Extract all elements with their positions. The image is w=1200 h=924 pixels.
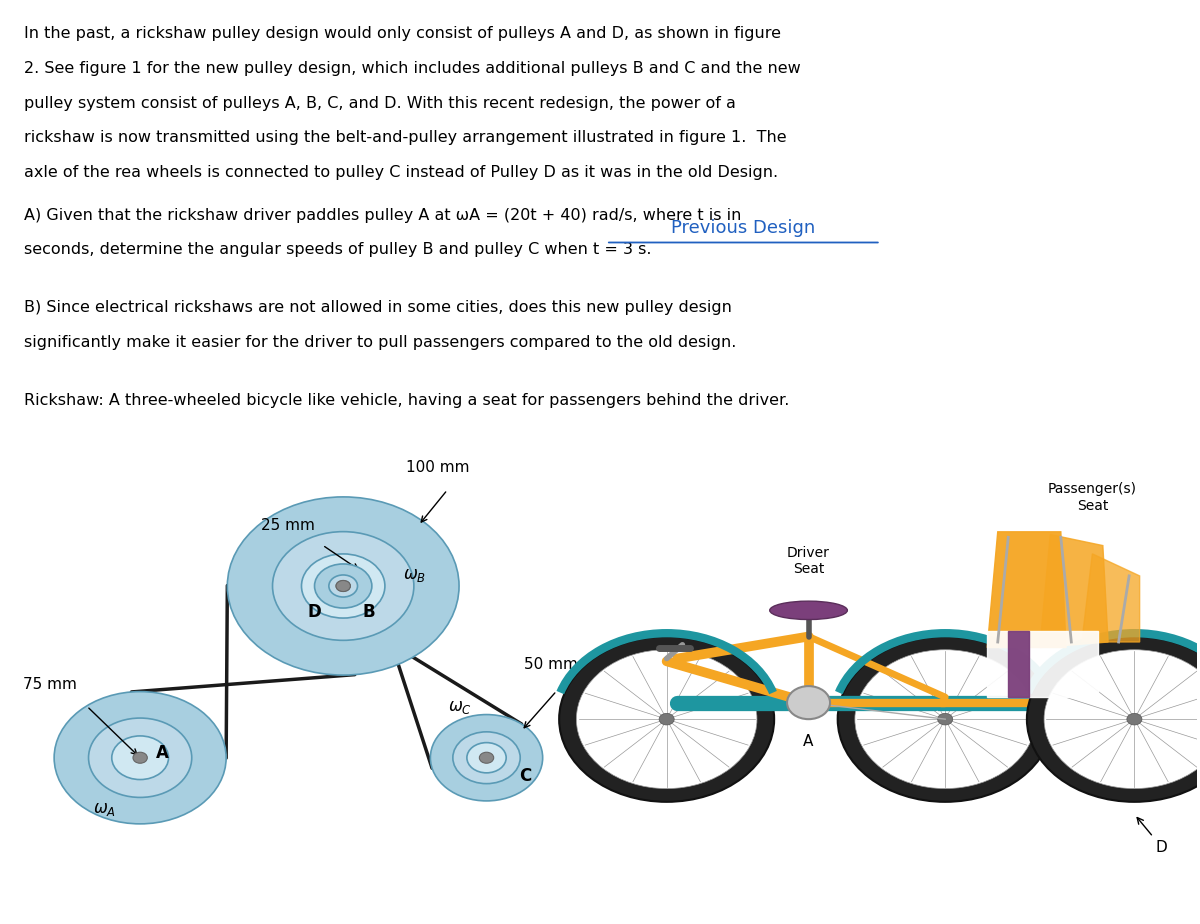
Polygon shape — [1008, 631, 1030, 697]
Text: A: A — [803, 734, 814, 748]
Circle shape — [854, 650, 1036, 788]
Circle shape — [1027, 637, 1200, 802]
Text: Driver
Seat: Driver Seat — [787, 546, 830, 576]
Text: D: D — [308, 602, 322, 621]
Circle shape — [112, 736, 168, 780]
Text: In the past, a rickshaw pulley design would only consist of pulleys A and D, as : In the past, a rickshaw pulley design wo… — [24, 26, 781, 41]
Text: seconds, determine the angular speeds of pulley B and pulley C when t = 3 s.: seconds, determine the angular speeds of… — [24, 242, 652, 258]
Circle shape — [659, 713, 674, 725]
Circle shape — [838, 637, 1052, 802]
Text: B: B — [362, 602, 374, 621]
Text: Previous Design: Previous Design — [671, 219, 816, 237]
Circle shape — [452, 732, 521, 784]
Polygon shape — [1082, 553, 1140, 642]
Text: 100 mm: 100 mm — [407, 460, 470, 475]
Circle shape — [1127, 713, 1142, 725]
Circle shape — [937, 713, 953, 725]
Circle shape — [329, 575, 358, 597]
Polygon shape — [988, 532, 1066, 648]
Text: D: D — [1138, 818, 1168, 855]
Text: $\omega_A$: $\omega_A$ — [92, 800, 116, 818]
Ellipse shape — [769, 602, 847, 619]
Circle shape — [1044, 650, 1200, 788]
Circle shape — [336, 580, 350, 591]
Circle shape — [576, 650, 757, 788]
Circle shape — [479, 752, 493, 763]
Circle shape — [467, 743, 506, 772]
Text: Passenger(s)
Seat: Passenger(s) Seat — [1048, 482, 1136, 513]
Text: axle of the rea wheels is connected to pulley C instead of Pulley D as it was in: axle of the rea wheels is connected to p… — [24, 165, 779, 180]
Circle shape — [272, 531, 414, 640]
Text: significantly make it easier for the driver to pull passengers compared to the o: significantly make it easier for the dri… — [24, 335, 737, 350]
Text: 2. See figure 1 for the new pulley design, which includes additional pulleys B a: 2. See figure 1 for the new pulley desig… — [24, 61, 802, 76]
Text: rickshaw is now transmitted using the belt-and-pulley arrangement illustrated in: rickshaw is now transmitted using the be… — [24, 130, 787, 145]
Circle shape — [133, 752, 148, 763]
Circle shape — [54, 691, 226, 824]
Text: 25 mm: 25 mm — [260, 518, 314, 533]
Text: 75 mm: 75 mm — [23, 677, 77, 692]
Text: 50 mm: 50 mm — [524, 658, 578, 673]
Text: A: A — [156, 744, 168, 762]
Text: A) Given that the rickshaw driver paddles pulley A at ωA = (20t + 40) rad/s, whe: A) Given that the rickshaw driver paddle… — [24, 208, 742, 223]
Circle shape — [89, 718, 192, 797]
Text: $\omega_B$: $\omega_B$ — [403, 566, 426, 584]
Circle shape — [227, 497, 460, 675]
Text: $\omega_C$: $\omega_C$ — [449, 699, 473, 716]
Circle shape — [431, 714, 542, 801]
Circle shape — [314, 564, 372, 608]
Circle shape — [301, 553, 385, 618]
Circle shape — [559, 637, 774, 802]
Circle shape — [336, 580, 350, 591]
Text: B) Since electrical rickshaws are not allowed in some cities, does this new pull: B) Since electrical rickshaws are not al… — [24, 300, 732, 315]
Polygon shape — [1039, 535, 1108, 648]
Text: C: C — [518, 767, 532, 785]
Polygon shape — [988, 631, 1098, 697]
Text: pulley system consist of pulleys A, B, C, and D. With this recent redesign, the : pulley system consist of pulleys A, B, C… — [24, 95, 736, 111]
Circle shape — [787, 687, 830, 719]
Text: Rickshaw: A three-wheeled bicycle like vehicle, having a seat for passengers beh: Rickshaw: A three-wheeled bicycle like v… — [24, 393, 790, 408]
